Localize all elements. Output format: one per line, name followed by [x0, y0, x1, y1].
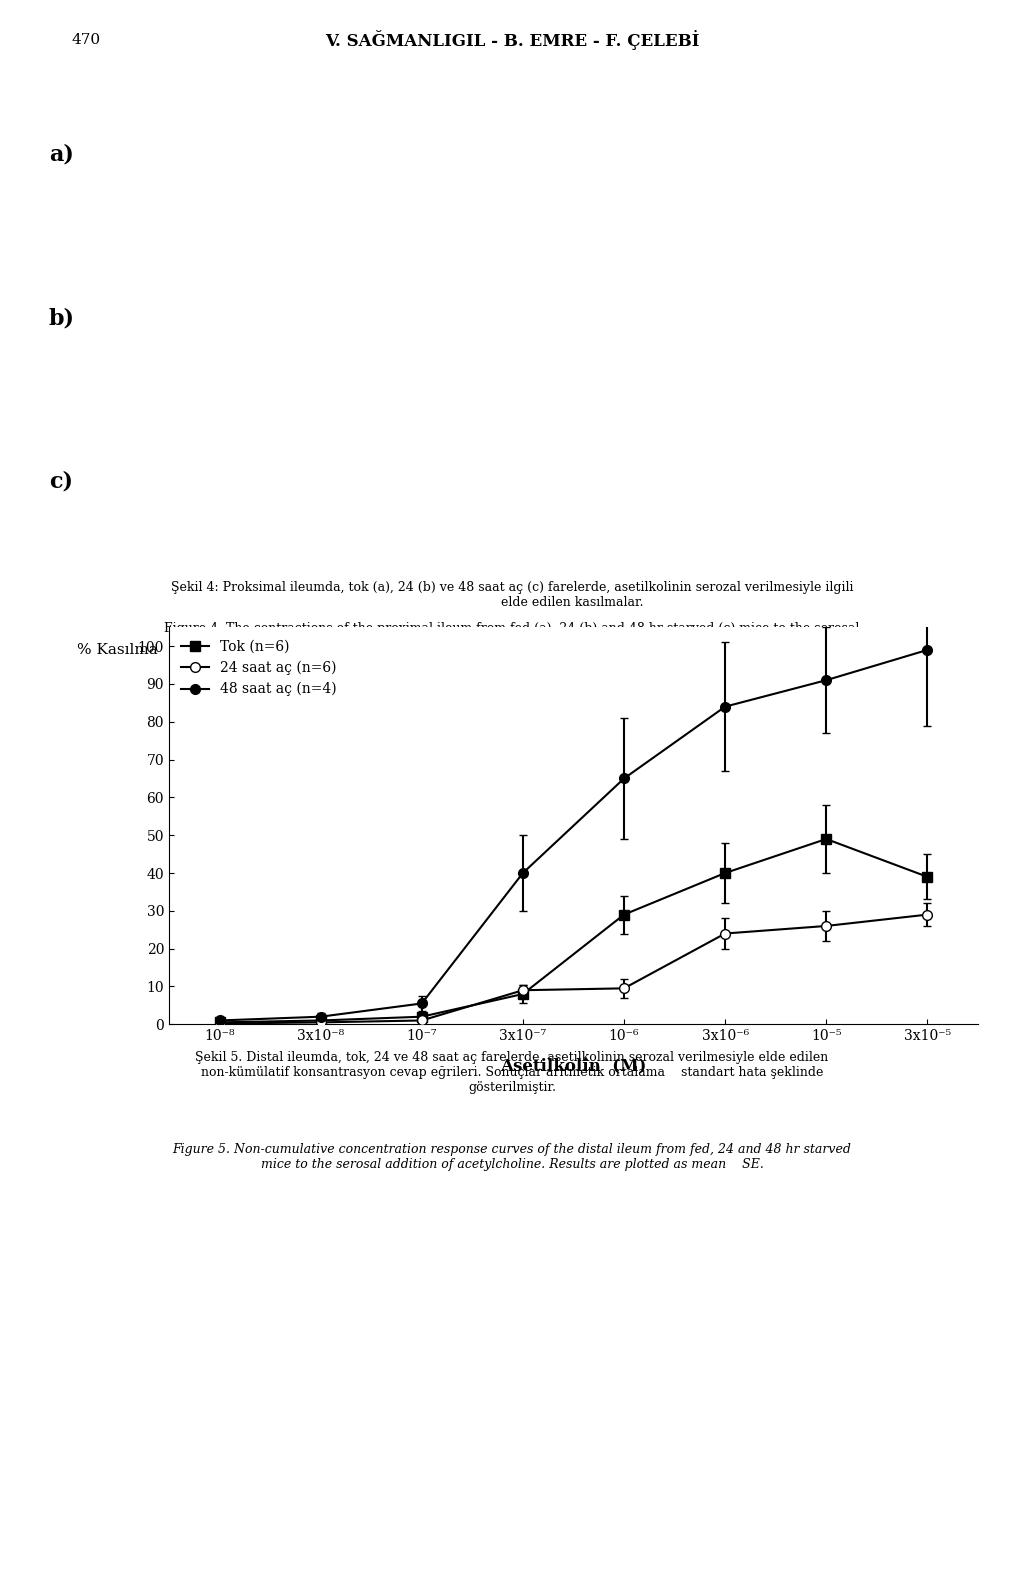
- Point: [943, 221, 959, 246]
- Text: Şekil 5. Distal ileumda, tok, 24 ve 48 saat aç farelerde, asetilkolinin serozal : Şekil 5. Distal ileumda, tok, 24 ve 48 s…: [196, 1051, 828, 1094]
- Point: [900, 221, 916, 246]
- Point: [688, 221, 705, 246]
- Point: [476, 546, 493, 572]
- Text: Şekil 4: Proksimal ileumda, tok (a), 24 (b) ve 48 saat aç (c) farelerde, asetilk: Şekil 4: Proksimal ileumda, tok (a), 24 …: [171, 581, 853, 608]
- Point: [730, 546, 746, 572]
- Text: V. SAĞMANLIGIL - B. EMRE - F. ÇELEBİ: V. SAĞMANLIGIL - B. EMRE - F. ÇELEBİ: [325, 30, 699, 49]
- Point: [179, 221, 196, 246]
- Point: [646, 221, 663, 246]
- Point: [688, 546, 705, 572]
- Legend: Tok (n=6), 24 saat aç (n=6), 48 saat aç (n=4): Tok (n=6), 24 saat aç (n=6), 48 saat aç …: [176, 634, 343, 702]
- Point: [858, 383, 874, 408]
- Point: [221, 383, 238, 408]
- Point: [603, 546, 620, 572]
- Point: [561, 383, 578, 408]
- Text: Figure 5. Non-cumulative concentration response curves of the distal ileum from : Figure 5. Non-cumulative concentration r…: [173, 1143, 851, 1172]
- Point: [815, 546, 831, 572]
- Point: [221, 221, 238, 246]
- Point: [476, 221, 493, 246]
- Point: [306, 383, 323, 408]
- Point: [646, 383, 663, 408]
- Point: [391, 221, 408, 246]
- Point: [858, 546, 874, 572]
- Point: [730, 383, 746, 408]
- Point: [518, 383, 535, 408]
- Text: % Kasılma: % Kasılma: [77, 643, 158, 657]
- Point: [518, 546, 535, 572]
- Point: [561, 221, 578, 246]
- Point: [349, 383, 366, 408]
- Point: [264, 546, 281, 572]
- Point: [391, 546, 408, 572]
- Text: a): a): [49, 145, 74, 167]
- Point: [603, 383, 620, 408]
- Point: [136, 221, 153, 246]
- Point: [773, 546, 790, 572]
- Point: [433, 383, 450, 408]
- Point: [603, 221, 620, 246]
- Point: [518, 221, 535, 246]
- Point: [433, 546, 450, 572]
- Point: [773, 383, 790, 408]
- Point: [349, 221, 366, 246]
- Point: [136, 546, 153, 572]
- Text: c): c): [49, 470, 74, 492]
- X-axis label: Asetilkolin  (M): Asetilkolin (M): [501, 1058, 646, 1073]
- Point: [433, 221, 450, 246]
- Text: Figure 4. The contractions of the proximal ileum from fed (a), 24 (b) and 48 hr : Figure 4. The contractions of the proxim…: [164, 622, 860, 649]
- Text: 470: 470: [72, 33, 100, 46]
- Point: [688, 383, 705, 408]
- Point: [730, 221, 746, 246]
- Text: b): b): [48, 306, 75, 329]
- Point: [264, 221, 281, 246]
- Point: [476, 383, 493, 408]
- Point: [391, 383, 408, 408]
- Point: [900, 383, 916, 408]
- Point: [349, 546, 366, 572]
- Point: [815, 383, 831, 408]
- Point: [858, 221, 874, 246]
- Point: [264, 383, 281, 408]
- Point: [943, 546, 959, 572]
- Point: [646, 546, 663, 572]
- Point: [815, 221, 831, 246]
- Point: [179, 546, 196, 572]
- Point: [221, 546, 238, 572]
- Point: [306, 221, 323, 246]
- Point: [900, 546, 916, 572]
- Point: [306, 546, 323, 572]
- Point: [179, 383, 196, 408]
- Point: [136, 383, 153, 408]
- Point: [561, 546, 578, 572]
- Point: [773, 221, 790, 246]
- Point: [943, 383, 959, 408]
